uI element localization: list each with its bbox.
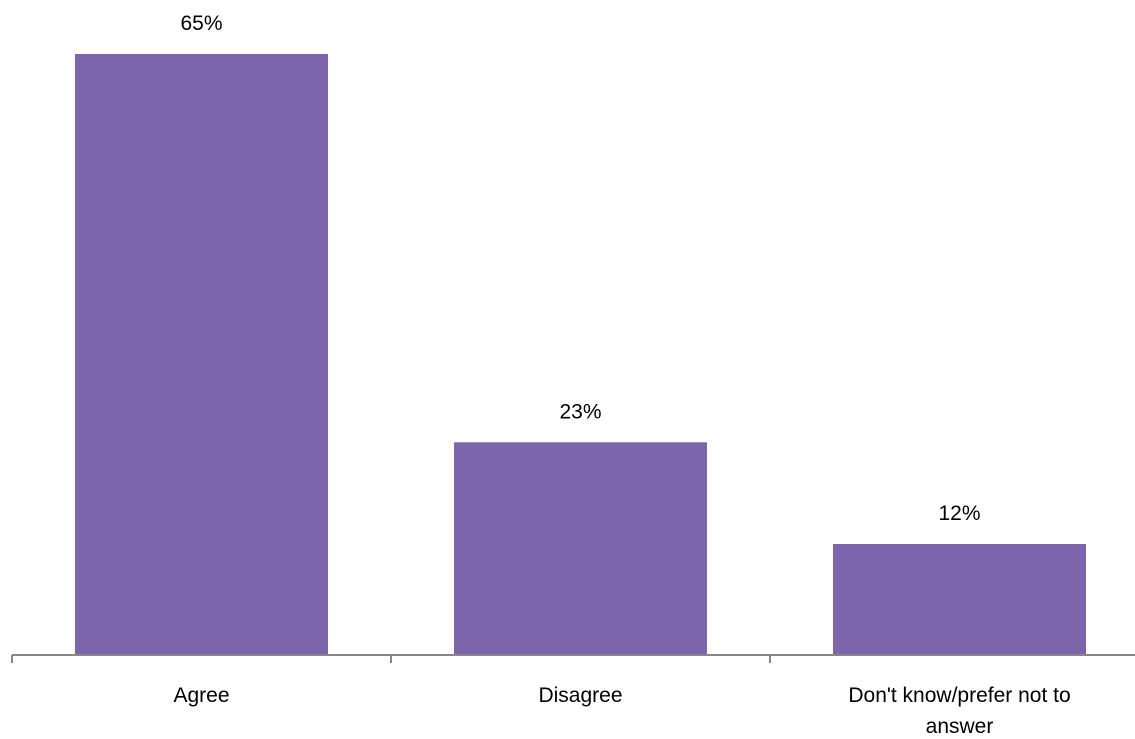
data-label-2: 23% <box>559 400 601 423</box>
bar-1 <box>75 54 328 655</box>
bars-group <box>75 54 1086 655</box>
bar-2 <box>454 442 707 655</box>
category-labels-group: Agree Disagree Don't know/prefer not to ans… <box>173 684 1070 738</box>
data-label-3: 12% <box>938 502 980 525</box>
category-label-line: answer <box>926 715 994 738</box>
data-label-1: 65% <box>180 12 222 35</box>
data-labels-group: 65% 23% 12% <box>180 12 980 525</box>
category-label-1: Agree <box>173 684 229 707</box>
category-label-line: Disagree <box>538 684 622 707</box>
category-label-line: Agree <box>173 684 229 707</box>
category-label-line: Don't know/prefer not to <box>848 684 1070 707</box>
category-label-2: Disagree <box>538 684 622 707</box>
bar-3 <box>833 544 1086 655</box>
category-label-3: Don't know/prefer not to answer <box>848 684 1070 738</box>
x-axis <box>11 654 1135 663</box>
